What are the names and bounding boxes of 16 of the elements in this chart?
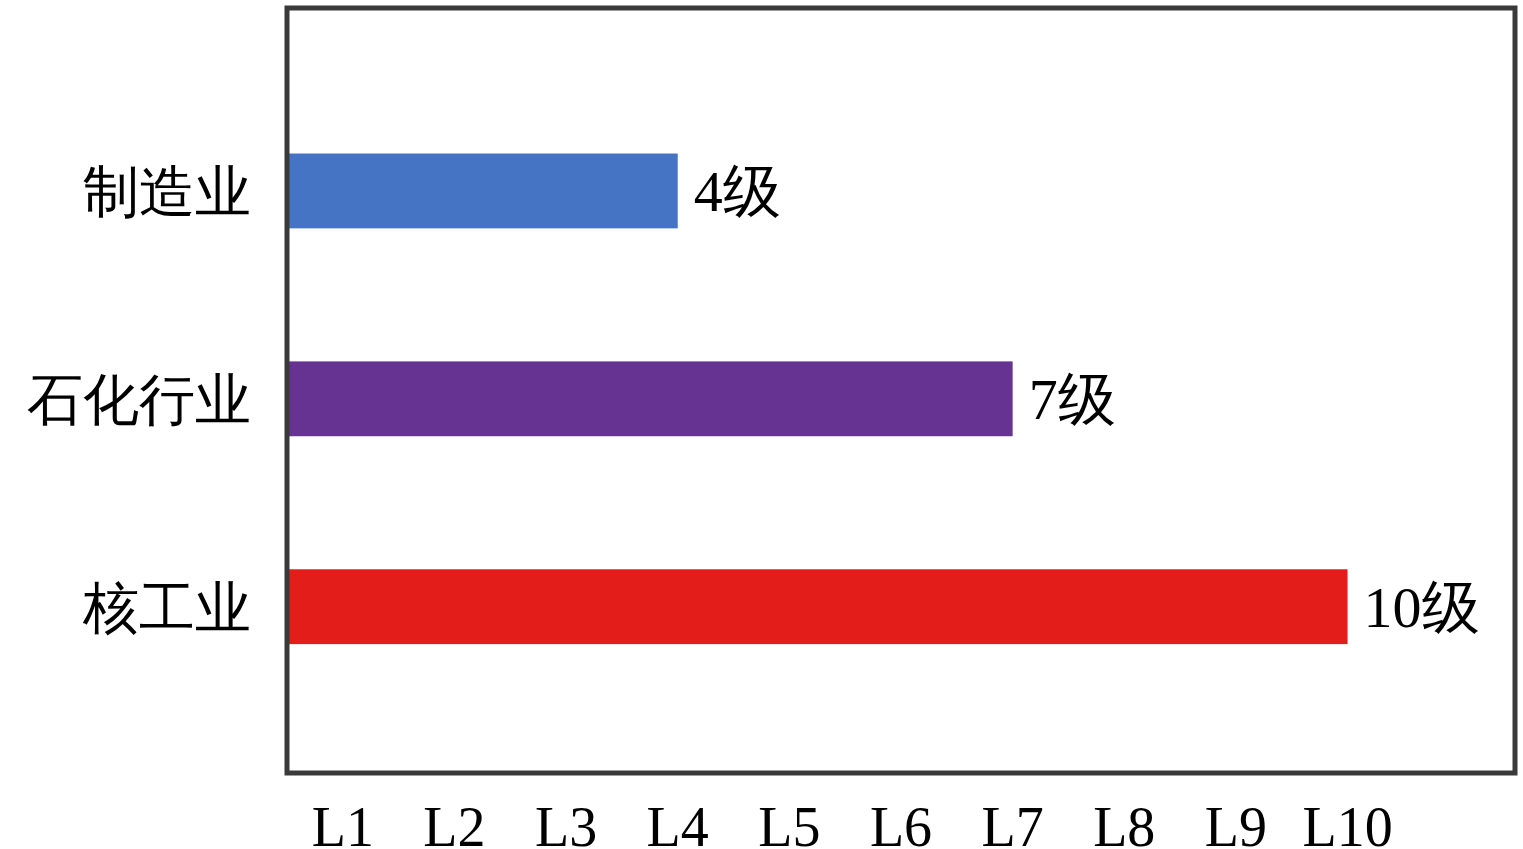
text: L9 [1204, 796, 1268, 849]
text: L10 [1302, 796, 1393, 849]
y-tick-label: 石化行业 [27, 368, 251, 431]
data-label: 7级 [1028, 366, 1116, 432]
data-label: 10级 [1363, 574, 1480, 640]
text: L2 [423, 796, 486, 849]
text: L1 [311, 796, 374, 849]
text: L6 [869, 796, 933, 849]
text: L8 [1093, 796, 1156, 849]
text: L5 [758, 796, 821, 849]
text: L4 [646, 796, 709, 849]
text: L7 [981, 796, 1044, 849]
y-tick-label: 核工业 [82, 576, 251, 639]
data-label: 4级 [693, 158, 781, 224]
y-tick-label: 制造业 [83, 160, 251, 223]
text: L3 [534, 796, 598, 849]
